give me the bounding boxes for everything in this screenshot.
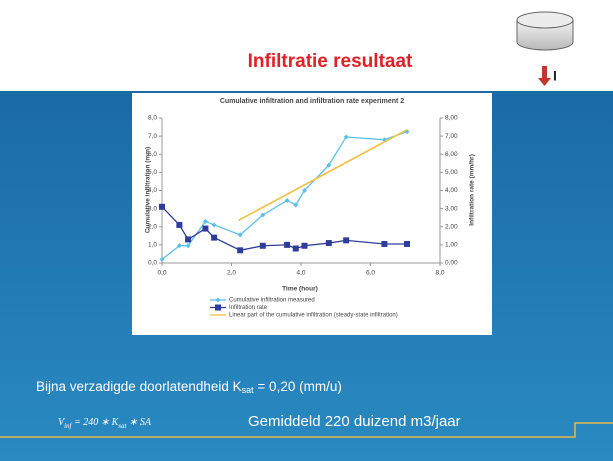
y2-tick-label: 8,00: [445, 115, 458, 122]
y2-tick-label: 4,00: [445, 187, 458, 194]
data-point: [301, 188, 307, 193]
y2-tick-label: 6,00: [445, 151, 458, 158]
legend-marker: [215, 297, 221, 303]
data-point: [237, 232, 243, 238]
chart-title: Cumulative infiltration and infiltration…: [220, 98, 404, 105]
data-point: [159, 256, 165, 262]
y-tick-label: 6,0: [148, 151, 157, 158]
legend-marker: [215, 304, 221, 311]
data-point: [292, 245, 299, 252]
y2-tick-label: 1,00: [445, 242, 458, 249]
data-point: [343, 237, 350, 244]
ksat-suffix: = 0,20 (mm/u): [254, 379, 342, 394]
data-point: [176, 221, 183, 228]
data-point: [259, 242, 266, 249]
series-line: [238, 129, 408, 222]
data-point: [381, 240, 388, 247]
legend-label: Cumulative infiltration measured: [229, 298, 315, 304]
data-point: [185, 236, 192, 243]
x-tick-label: 8,0: [435, 270, 444, 277]
ksat-prefix: Bijna verzadigde doorlatendheid K: [36, 379, 242, 394]
ksat-sub: sat: [242, 385, 255, 395]
data-point: [403, 240, 410, 247]
y-tick-label: 7,0: [148, 133, 157, 140]
y2-tick-label: 5,00: [445, 169, 458, 176]
icon-label: I: [553, 68, 557, 84]
y-tick-label: 5,0: [148, 169, 157, 176]
y2-axis-label: Infiltration rate (mm/hr): [469, 154, 476, 226]
y-tick-label: 8,0: [148, 115, 157, 122]
legend-label: Linear part of the cumulative infiltrati…: [229, 313, 398, 319]
data-point: [202, 225, 209, 232]
data-point: [159, 203, 165, 210]
x-axis-label: Time (hour): [282, 286, 318, 293]
data-point: [202, 218, 208, 224]
data-point: [293, 202, 299, 208]
data-point: [301, 242, 308, 249]
data-point: [237, 247, 244, 254]
x-tick-label: 6,0: [366, 270, 375, 277]
data-point: [343, 134, 349, 140]
y-axis-label: Cumulative infiltration (mm): [145, 147, 152, 233]
x-tick-label: 4,0: [296, 270, 305, 277]
slide-decoration: [0, 422, 613, 438]
y-tick-label: 4,0: [148, 187, 157, 194]
y2-tick-label: 3,00: [445, 205, 458, 212]
formula-middle: = 240 ∗ K: [72, 417, 120, 428]
average-text: Gemiddeld 220 duizend m3/jaar: [248, 413, 461, 430]
y2-tick-label: 7,00: [445, 133, 458, 140]
y-tick-label: 1,0: [148, 242, 157, 249]
formula-end: ∗ SA: [126, 417, 151, 428]
formula-v: V: [58, 417, 66, 428]
ksat-line: Bijna verzadigde doorlatendheid Ksat = 0…: [36, 379, 342, 396]
formula: Vinf = 240 ∗ Ksat ∗ SA: [58, 417, 152, 429]
data-point: [211, 234, 218, 241]
formula-k-sub: sat: [118, 422, 127, 430]
y-tick-label: 3,0: [148, 205, 157, 212]
data-point: [260, 212, 266, 218]
x-tick-label: 2,0: [227, 270, 236, 277]
data-point: [284, 241, 291, 248]
y-tick-label: 2,0: [148, 223, 157, 230]
data-point: [211, 222, 217, 228]
chart-area: [132, 93, 492, 335]
data-point: [326, 162, 332, 168]
legend-label: Infiltration rate: [229, 305, 268, 311]
formula-v-sub: inf: [64, 422, 72, 430]
data-point: [176, 243, 182, 249]
x-tick-label: 0,0: [157, 270, 166, 277]
y2-tick-label: 2,00: [445, 223, 458, 230]
data-point: [284, 197, 290, 203]
y2-tick-label: 0,00: [445, 260, 458, 267]
slide-title: Infiltratie resultaat: [248, 51, 413, 72]
cylinder-icon: [516, 11, 574, 86]
y-tick-label: 0,0: [148, 260, 157, 267]
data-point: [185, 243, 191, 249]
data-point: [325, 240, 332, 247]
